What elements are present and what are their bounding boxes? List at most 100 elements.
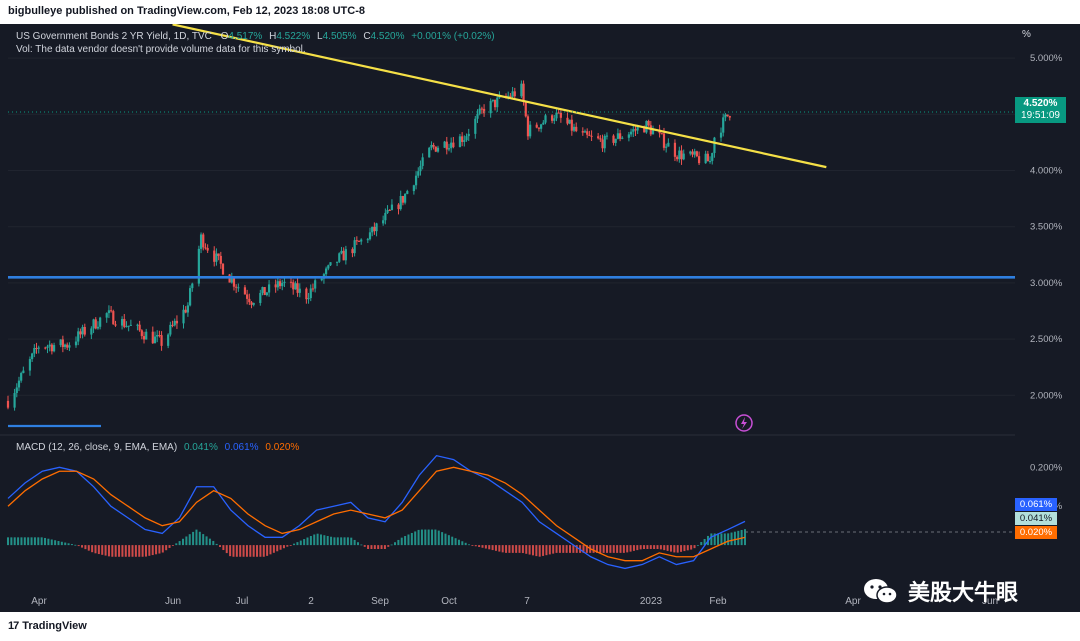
histogram-bar bbox=[20, 537, 23, 546]
candle-body bbox=[436, 147, 440, 152]
candle-body bbox=[428, 147, 431, 158]
histogram-bar bbox=[471, 545, 474, 546]
open-label: O bbox=[220, 31, 229, 42]
time-tick-label: Jul bbox=[236, 596, 249, 607]
candle-body bbox=[338, 253, 341, 262]
histogram-bar bbox=[494, 545, 497, 551]
candle-body bbox=[507, 95, 510, 97]
histogram-bar bbox=[138, 545, 141, 557]
candle-body bbox=[382, 220, 385, 224]
candle-body bbox=[496, 97, 499, 108]
high-label: H bbox=[269, 31, 277, 42]
histogram-bar bbox=[457, 539, 460, 546]
candle-body bbox=[667, 142, 670, 147]
candle-body bbox=[217, 253, 220, 256]
candle-body bbox=[248, 298, 251, 303]
histogram-bar bbox=[343, 537, 346, 546]
candle-body bbox=[645, 120, 648, 133]
wechat-icon bbox=[862, 577, 900, 605]
candle-body bbox=[511, 91, 514, 97]
candle-body bbox=[31, 353, 34, 360]
candle-body bbox=[575, 126, 578, 132]
candle-body bbox=[112, 311, 115, 325]
candle-body bbox=[120, 318, 124, 326]
chart-area[interactable]: 5.000%4.500%4.000%3.500%3.000%2.500%2.00… bbox=[0, 24, 1080, 612]
candle-body bbox=[414, 175, 418, 186]
histogram-bar bbox=[552, 545, 555, 554]
candle-body bbox=[605, 135, 609, 137]
candle-body bbox=[673, 142, 677, 157]
histogram-bar bbox=[286, 545, 289, 547]
candle-body bbox=[406, 191, 409, 194]
candle-body bbox=[612, 135, 615, 143]
time-tick-label: 2 bbox=[308, 596, 314, 607]
candle-body bbox=[237, 287, 240, 289]
histogram-bar bbox=[309, 536, 312, 546]
footer-bar: 17 TradingView bbox=[0, 612, 1080, 641]
time-tick-label: Apr bbox=[31, 596, 47, 607]
candle-body bbox=[114, 324, 117, 326]
histogram-bar bbox=[565, 545, 568, 553]
candle-body bbox=[616, 133, 620, 139]
candle-body bbox=[145, 331, 148, 340]
candle-body bbox=[618, 133, 622, 139]
candle-body bbox=[357, 240, 361, 242]
histogram-bar bbox=[165, 545, 168, 551]
candle-body bbox=[206, 247, 209, 251]
hist-badge: 0.041% bbox=[1015, 512, 1057, 525]
volume-note: Vol: The data vendor doesn't provide vol… bbox=[16, 44, 306, 55]
candle-body bbox=[213, 250, 216, 262]
candle-body bbox=[489, 101, 492, 114]
histogram-bar bbox=[91, 545, 94, 553]
histogram-bar bbox=[296, 542, 299, 546]
histogram-bar bbox=[417, 529, 420, 546]
histogram-bar bbox=[404, 536, 407, 546]
trendline[interactable] bbox=[172, 24, 827, 169]
candle-body bbox=[412, 185, 415, 192]
candle-body bbox=[44, 347, 47, 349]
candle-body bbox=[340, 250, 343, 254]
candle-body bbox=[292, 282, 295, 290]
histogram-bar bbox=[232, 545, 235, 557]
candle-body bbox=[20, 373, 23, 381]
candle-body bbox=[296, 283, 299, 293]
time-tick-label: Jun bbox=[165, 596, 181, 607]
flash-icon[interactable] bbox=[735, 414, 753, 432]
candle-body bbox=[96, 326, 100, 329]
last-price-badge: 4.520% 19:51:09 bbox=[1015, 97, 1066, 123]
tradingview-logo[interactable]: 17 TradingView bbox=[8, 620, 87, 632]
histogram-bar bbox=[27, 537, 30, 546]
histogram-bar bbox=[363, 545, 366, 547]
symbol-legend[interactable]: US Government Bonds 2 YR Yield, 1D, TVC … bbox=[16, 31, 495, 42]
histogram-bar bbox=[367, 545, 370, 549]
candle-body bbox=[390, 204, 394, 211]
histogram-bar bbox=[599, 545, 602, 553]
histogram-bar bbox=[50, 539, 53, 546]
histogram-bar bbox=[128, 545, 131, 557]
candle-body bbox=[474, 118, 477, 134]
watermark-text: 美股大牛眼 bbox=[908, 581, 1019, 606]
histogram-bar bbox=[394, 542, 397, 546]
candle-body bbox=[142, 336, 146, 340]
histogram-bar bbox=[723, 533, 726, 546]
candle-body bbox=[540, 124, 543, 129]
candle-body bbox=[48, 344, 51, 347]
histogram-bar bbox=[111, 545, 114, 557]
candle-body bbox=[386, 209, 389, 213]
candle-body bbox=[17, 380, 21, 388]
histogram-bar bbox=[336, 537, 339, 546]
candle-body bbox=[520, 83, 523, 97]
histogram-bar bbox=[646, 545, 649, 549]
histogram-bar bbox=[13, 537, 16, 546]
histogram-bar bbox=[414, 531, 417, 546]
candle-body bbox=[458, 136, 462, 148]
histogram-bar bbox=[215, 543, 218, 546]
time-tick-label: Apr bbox=[845, 596, 861, 607]
histogram-bar bbox=[451, 536, 454, 546]
histogram-bar bbox=[468, 544, 471, 546]
histogram-bar bbox=[44, 537, 47, 546]
histogram-bar bbox=[326, 535, 329, 546]
macd-legend[interactable]: MACD (12, 26, close, 9, EMA, EMA) 0.041%… bbox=[16, 442, 299, 453]
candle-body bbox=[553, 118, 556, 121]
candle-body bbox=[305, 288, 308, 300]
